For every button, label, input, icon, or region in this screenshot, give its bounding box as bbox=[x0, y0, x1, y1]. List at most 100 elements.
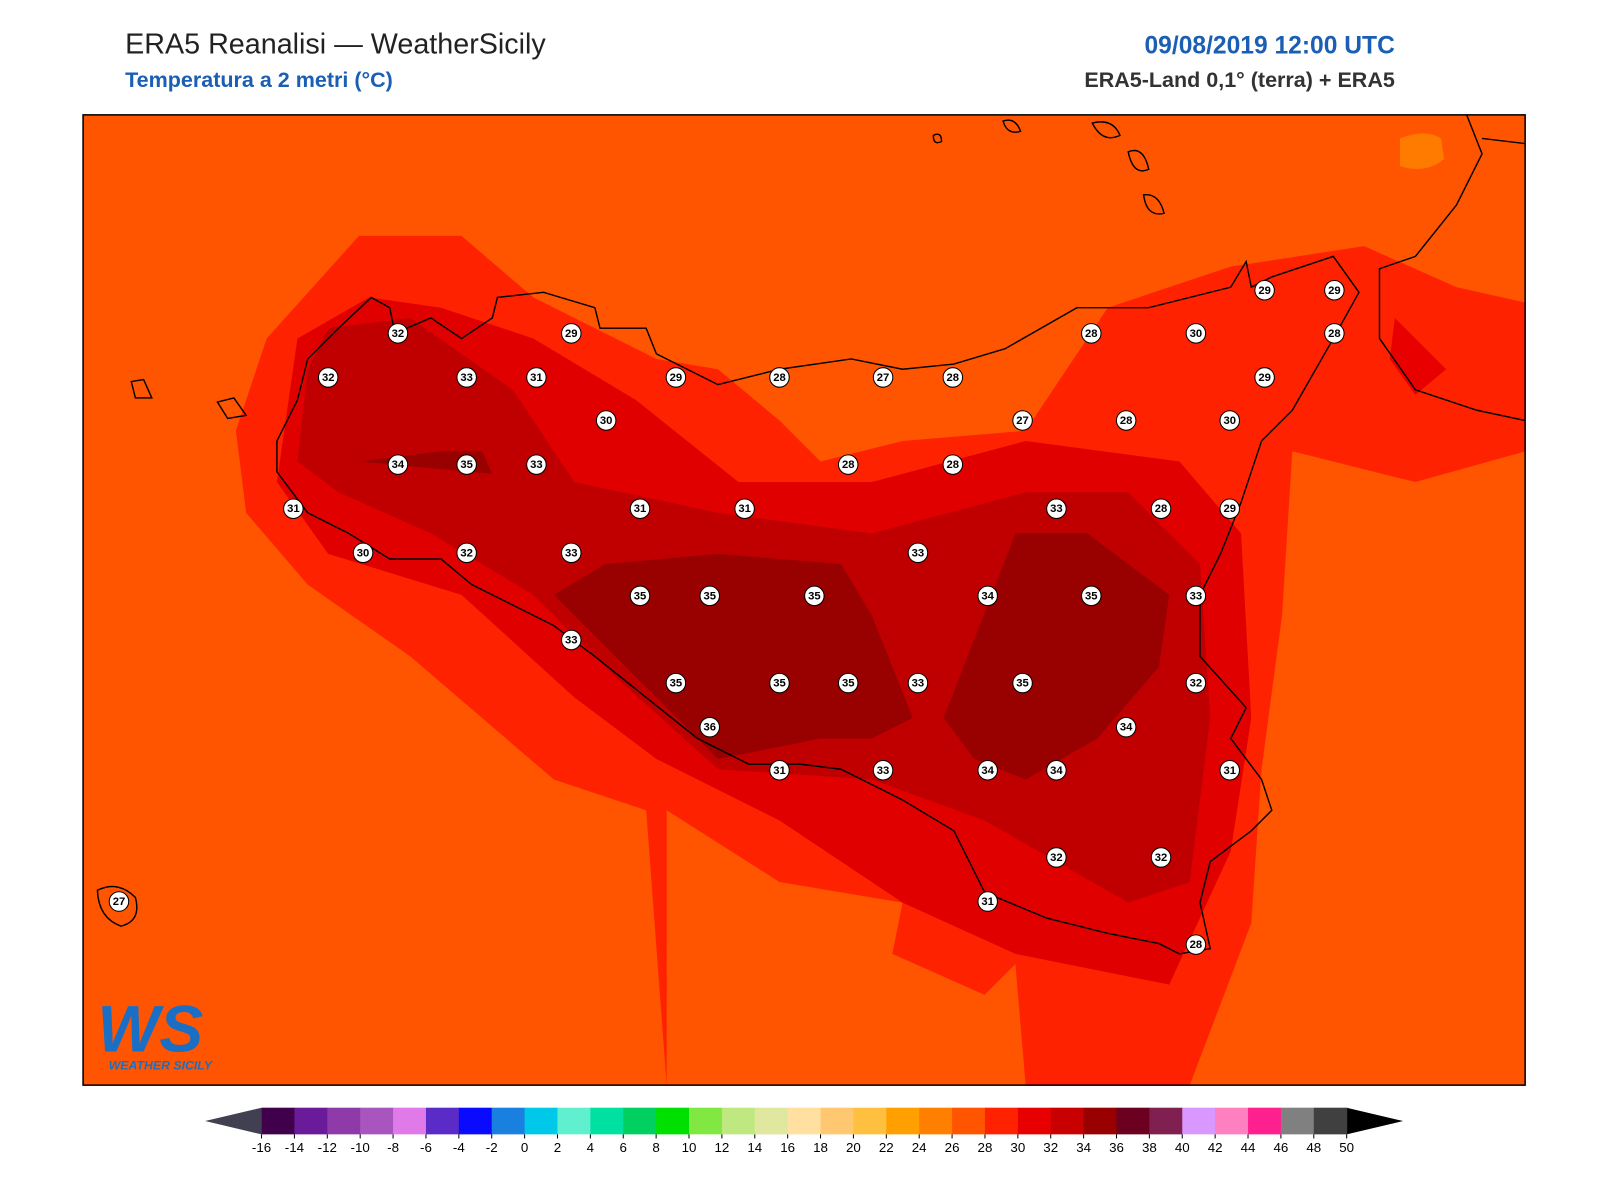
station: 32 bbox=[387, 323, 409, 344]
colorbar-tick-label: 4 bbox=[587, 1140, 595, 1155]
station-value: 28 bbox=[1190, 939, 1203, 951]
station-marker bbox=[907, 542, 929, 564]
colorbar-swatch bbox=[820, 1107, 854, 1135]
station-value: 32 bbox=[1050, 852, 1063, 864]
station-marker bbox=[1115, 410, 1137, 431]
colorbar-tick-label: 30 bbox=[1010, 1140, 1025, 1155]
station-marker bbox=[283, 498, 304, 519]
station-value: 33 bbox=[530, 459, 543, 471]
station: 32 bbox=[1046, 847, 1067, 868]
station: 27 bbox=[1012, 410, 1033, 431]
station-marker bbox=[1185, 934, 1207, 955]
station-value: 32 bbox=[1155, 852, 1168, 864]
station-marker bbox=[1081, 585, 1102, 607]
colorbar-tick-label: 32 bbox=[1043, 1140, 1058, 1155]
station-value: 30 bbox=[600, 415, 613, 427]
station: 27 bbox=[872, 367, 894, 388]
colorbar-swatch bbox=[393, 1107, 427, 1135]
station-marker bbox=[837, 454, 859, 475]
station: 35 bbox=[1081, 585, 1102, 607]
station-marker bbox=[1185, 585, 1207, 607]
station: 28 bbox=[1081, 323, 1102, 344]
station-value: 34 bbox=[392, 459, 405, 471]
station-marker bbox=[1012, 410, 1033, 431]
station: 33 bbox=[456, 367, 477, 388]
colorbar-swatch bbox=[984, 1107, 1019, 1135]
station: 33 bbox=[561, 629, 582, 651]
station: 31 bbox=[769, 759, 790, 781]
station-value: 34 bbox=[1120, 722, 1133, 734]
station-value: 28 bbox=[773, 372, 786, 384]
station-marker bbox=[456, 454, 477, 475]
station-marker bbox=[1219, 410, 1240, 431]
title: ERA5 Reanalisi — WeatherSicily bbox=[125, 28, 546, 60]
colorbar-over bbox=[1346, 1107, 1404, 1135]
station: 33 bbox=[1185, 585, 1207, 607]
station: 32 bbox=[456, 542, 477, 564]
station: 31 bbox=[734, 498, 755, 519]
station-marker bbox=[1185, 672, 1207, 694]
station: 35 bbox=[837, 672, 859, 694]
station-marker bbox=[872, 759, 894, 781]
station: 35 bbox=[804, 585, 825, 607]
station-value: 35 bbox=[1085, 590, 1098, 602]
station-value: 28 bbox=[1155, 503, 1168, 515]
colorbar-swatch bbox=[1280, 1107, 1315, 1135]
station-marker bbox=[1150, 498, 1172, 519]
station-marker bbox=[1185, 323, 1207, 344]
station-marker bbox=[699, 585, 720, 607]
station: 28 bbox=[1185, 934, 1207, 955]
station-value: 32 bbox=[322, 372, 335, 384]
station-marker bbox=[977, 891, 998, 912]
temp-zone bbox=[1400, 133, 1445, 170]
colorbar-swatch bbox=[787, 1107, 822, 1135]
colorbar-tick-label: -6 bbox=[420, 1140, 432, 1155]
colorbar-tick-label: 48 bbox=[1306, 1140, 1321, 1155]
station-value: 35 bbox=[808, 590, 821, 602]
colorbar-swatch bbox=[524, 1107, 558, 1135]
station: 32 bbox=[1185, 672, 1207, 694]
station-marker bbox=[1150, 847, 1172, 868]
station-marker bbox=[561, 629, 582, 651]
station: 29 bbox=[1254, 367, 1275, 388]
station-marker bbox=[769, 367, 790, 388]
colorbar-swatch bbox=[261, 1107, 295, 1135]
station: 36 bbox=[699, 716, 720, 738]
station-value: 31 bbox=[773, 765, 786, 777]
stations: 32 32 33 31 29 29 28 27 28 30 34 35 33 31 30 32 33 31 31 28… bbox=[108, 279, 1345, 955]
station-value: 29 bbox=[1258, 285, 1271, 297]
colorbar-tick-label: -2 bbox=[486, 1140, 498, 1155]
colorbar-swatch bbox=[491, 1107, 526, 1135]
station: 34 bbox=[977, 585, 998, 607]
station: 29 bbox=[561, 323, 582, 344]
colorbar-swatch bbox=[1313, 1107, 1348, 1135]
station-marker bbox=[456, 542, 477, 564]
station-marker bbox=[1012, 672, 1033, 694]
station-marker bbox=[456, 367, 477, 388]
colorbar-tick-label: 44 bbox=[1241, 1140, 1256, 1155]
station-marker bbox=[734, 498, 755, 519]
station-marker bbox=[1046, 847, 1067, 868]
station-value: 28 bbox=[947, 459, 960, 471]
station: 28 bbox=[1150, 498, 1172, 519]
station-marker bbox=[352, 542, 374, 564]
station: 28 bbox=[837, 454, 859, 475]
station-marker bbox=[665, 367, 687, 388]
colorbar-tick-label: 12 bbox=[714, 1140, 729, 1155]
station-marker bbox=[1219, 498, 1240, 519]
colorbar-tick-label: -14 bbox=[285, 1140, 305, 1155]
colorbar-swatch bbox=[458, 1107, 493, 1135]
station: 33 bbox=[1046, 498, 1067, 519]
station: 35 bbox=[1012, 672, 1033, 694]
colorbar-tick-label: 46 bbox=[1273, 1140, 1288, 1155]
colorbar-tick-label: -4 bbox=[453, 1140, 465, 1155]
station-value: 28 bbox=[842, 459, 855, 471]
station-marker bbox=[907, 672, 929, 694]
station: 30 bbox=[1219, 410, 1240, 431]
colorbar-swatch bbox=[360, 1107, 394, 1135]
station-value: 33 bbox=[1190, 590, 1203, 602]
station: 34 bbox=[387, 454, 409, 475]
station: 34 bbox=[1115, 716, 1137, 738]
station: 30 bbox=[352, 542, 374, 564]
colorbar-tick-label: -8 bbox=[387, 1140, 399, 1155]
